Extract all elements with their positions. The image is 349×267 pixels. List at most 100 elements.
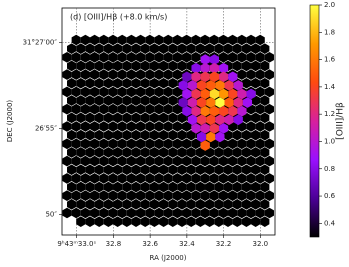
background-hex bbox=[163, 69, 173, 80]
background-hex bbox=[136, 121, 146, 132]
background-hex bbox=[140, 43, 150, 54]
background-hex bbox=[94, 147, 104, 158]
background-hex bbox=[117, 138, 127, 150]
background-hex bbox=[80, 103, 90, 115]
hex-cell bbox=[215, 131, 225, 143]
background-hex bbox=[241, 129, 251, 141]
background-hex bbox=[260, 129, 270, 141]
background-hex bbox=[264, 207, 274, 219]
hex-cell bbox=[196, 131, 207, 143]
background-hex bbox=[159, 129, 169, 141]
background-hex bbox=[246, 138, 256, 150]
background-hex bbox=[172, 138, 182, 150]
background-hex bbox=[76, 164, 86, 176]
y-tick-label: 50″ bbox=[45, 210, 57, 218]
hex-cell bbox=[187, 114, 197, 126]
background-hex bbox=[76, 129, 86, 141]
background-hex bbox=[168, 95, 178, 106]
hex-cell bbox=[187, 97, 197, 108]
hex-cell bbox=[182, 71, 192, 83]
background-hex bbox=[246, 52, 256, 63]
background-hex bbox=[94, 43, 104, 54]
background-hex bbox=[172, 86, 182, 98]
background-hex bbox=[76, 181, 86, 193]
background-hex bbox=[136, 34, 146, 46]
background-hex bbox=[255, 207, 265, 219]
background-hex bbox=[76, 43, 86, 54]
background-hex bbox=[154, 207, 164, 219]
background-hex bbox=[177, 164, 187, 176]
background-hex bbox=[149, 60, 159, 72]
background-hex bbox=[145, 190, 155, 201]
background-hex bbox=[145, 121, 155, 132]
background-hex bbox=[71, 173, 81, 184]
background-hex bbox=[246, 190, 256, 201]
background-hex bbox=[246, 69, 256, 80]
background-hex bbox=[145, 155, 155, 167]
colorbar-tick-label: 0.6 bbox=[324, 192, 336, 200]
background-hex bbox=[168, 181, 178, 193]
background-hex bbox=[99, 103, 109, 115]
background-hex bbox=[168, 112, 178, 124]
hex-cell bbox=[209, 54, 219, 65]
background-hex bbox=[191, 52, 201, 63]
background-hex bbox=[117, 121, 127, 132]
background-hex bbox=[94, 216, 104, 227]
y-axis-label: DEC (J2000) bbox=[6, 100, 14, 143]
hex-cell bbox=[242, 97, 253, 108]
background-hex bbox=[149, 43, 159, 54]
background-hex bbox=[108, 173, 118, 184]
hex-cell bbox=[219, 71, 229, 83]
background-hex bbox=[76, 199, 86, 210]
background-hex bbox=[186, 43, 196, 54]
background-hex bbox=[103, 77, 113, 89]
background-hex bbox=[117, 52, 127, 63]
background-hex bbox=[94, 164, 104, 176]
hex-cell bbox=[228, 71, 238, 83]
background-hex bbox=[103, 181, 113, 193]
background-hex bbox=[113, 216, 123, 227]
background-hex bbox=[122, 43, 132, 54]
background-hex bbox=[149, 216, 159, 227]
hex-cell bbox=[219, 123, 229, 134]
background-hex bbox=[214, 199, 224, 210]
hex-cell bbox=[215, 114, 225, 126]
colorbar-tick-label: 1.8 bbox=[324, 28, 335, 36]
background-hex bbox=[80, 52, 90, 63]
background-hex bbox=[260, 199, 270, 210]
background-hex bbox=[205, 216, 215, 227]
background-hex bbox=[177, 43, 187, 54]
background-hex bbox=[246, 155, 256, 167]
background-hex bbox=[195, 181, 205, 193]
background-hex bbox=[205, 164, 215, 176]
hex-cell bbox=[200, 88, 210, 100]
background-hex bbox=[117, 103, 127, 115]
background-hex bbox=[186, 164, 196, 176]
background-hex bbox=[177, 199, 187, 210]
background-hex bbox=[99, 69, 109, 80]
background-hex bbox=[80, 155, 90, 167]
background-hex bbox=[159, 112, 169, 124]
background-hex bbox=[195, 147, 205, 158]
background-hex bbox=[99, 86, 109, 98]
hex-cell bbox=[233, 97, 243, 108]
background-hex bbox=[85, 181, 95, 193]
background-hex bbox=[251, 43, 261, 54]
background-hex bbox=[99, 121, 109, 132]
background-hex bbox=[209, 190, 219, 201]
background-hex bbox=[205, 199, 215, 210]
background-hex bbox=[99, 207, 109, 219]
background-hex bbox=[90, 138, 100, 150]
background-hex bbox=[237, 155, 247, 167]
background-hex bbox=[108, 138, 118, 150]
background-hex bbox=[140, 199, 150, 210]
background-hex bbox=[163, 103, 173, 115]
background-hex bbox=[237, 173, 247, 184]
hex-cell bbox=[233, 80, 243, 91]
background-hex bbox=[71, 190, 81, 201]
background-hex bbox=[255, 86, 265, 98]
hex-cell bbox=[237, 105, 247, 117]
background-hex bbox=[131, 181, 141, 193]
background-hex bbox=[264, 155, 274, 167]
background-hex bbox=[136, 103, 146, 115]
